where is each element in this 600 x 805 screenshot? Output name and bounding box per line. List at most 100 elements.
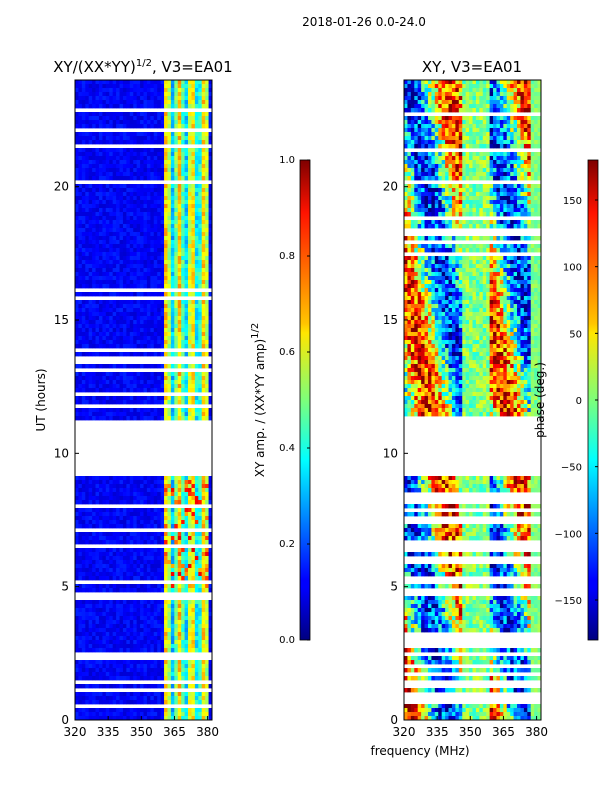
heat-cell	[147, 480, 151, 484]
heat-cell	[157, 264, 161, 268]
heat-cell	[157, 320, 161, 324]
heat-cell	[195, 96, 199, 100]
heat-cell	[113, 116, 117, 120]
heat-cell	[174, 204, 178, 208]
heat-cell	[178, 400, 182, 404]
heat-cell	[96, 648, 100, 652]
heat-cell	[99, 120, 103, 124]
heat-cell	[178, 644, 182, 648]
heat-cell	[75, 292, 79, 296]
heat-cell	[147, 620, 151, 624]
heat-cell	[123, 412, 127, 416]
heat-cell	[161, 104, 165, 108]
heat-cell	[198, 212, 202, 216]
heat-cell	[157, 336, 161, 340]
heat-cell	[198, 252, 202, 256]
heat-cell	[85, 96, 89, 100]
heat-cell	[89, 272, 93, 276]
heat-cell	[195, 284, 199, 288]
heat-cell	[150, 252, 154, 256]
heat-cell	[161, 496, 165, 500]
heat-cell	[181, 276, 185, 280]
heat-cell	[99, 576, 103, 580]
heat-cell	[154, 252, 158, 256]
heat-cell	[106, 676, 110, 680]
heat-cell	[181, 100, 185, 104]
heat-cell	[178, 672, 182, 676]
heat-cell	[102, 344, 106, 348]
heat-cell	[185, 244, 189, 248]
heat-cell	[157, 628, 161, 632]
heat-cell	[178, 252, 182, 256]
heat-cell	[89, 240, 93, 244]
heat-cell	[89, 492, 93, 496]
heat-cell	[171, 380, 175, 384]
heat-cell	[116, 672, 120, 676]
heat-cell	[174, 132, 178, 136]
heat-cell	[123, 88, 127, 92]
heat-cell	[133, 412, 137, 416]
heat-cell	[123, 160, 127, 164]
heat-cell	[99, 340, 103, 344]
heat-cell	[106, 84, 110, 88]
heat-cell	[133, 204, 137, 208]
heat-cell	[202, 660, 206, 664]
heat-cell	[78, 152, 82, 156]
heat-cell	[126, 200, 130, 204]
heat-cell	[106, 480, 110, 484]
heat-cell	[161, 676, 165, 680]
heat-cell	[133, 524, 137, 528]
heat-cell	[191, 224, 195, 228]
heat-cell	[120, 84, 124, 88]
heat-cell	[109, 248, 113, 252]
heat-cell	[116, 644, 120, 648]
heat-cell	[191, 216, 195, 220]
heat-cell	[109, 268, 113, 272]
heat-cell	[147, 204, 151, 208]
heat-cell	[109, 372, 113, 376]
heat-cell	[154, 316, 158, 320]
heat-cell	[493, 80, 497, 84]
heat-cell	[164, 248, 168, 252]
heat-cell	[137, 216, 141, 220]
heat-cell	[120, 496, 124, 500]
heat-cell	[130, 152, 134, 156]
heat-cell	[171, 548, 175, 552]
heat-cell	[123, 376, 127, 380]
heat-cell	[120, 336, 124, 340]
heat-cell	[106, 660, 110, 664]
heat-cell	[133, 276, 137, 280]
heat-cell	[205, 512, 209, 516]
heat-cell	[137, 648, 141, 652]
heat-cell	[202, 412, 206, 416]
heat-cell	[164, 476, 168, 480]
heat-cell	[82, 192, 86, 196]
heat-cell	[78, 264, 82, 268]
heat-cell	[147, 520, 151, 524]
heat-cell	[205, 520, 209, 524]
heat-cell	[92, 588, 96, 592]
heat-cell	[191, 140, 195, 144]
heat-cell	[205, 588, 209, 592]
heat-cell	[113, 328, 117, 332]
heat-cell	[157, 328, 161, 332]
heat-cell	[99, 284, 103, 288]
heat-cell	[147, 512, 151, 516]
heat-cell	[174, 384, 178, 388]
heat-cell	[185, 492, 189, 496]
heat-cell	[191, 672, 195, 676]
heat-cell	[171, 488, 175, 492]
heat-cell	[144, 340, 148, 344]
heat-cell	[161, 508, 165, 512]
heat-cell	[113, 80, 117, 84]
heat-cell	[140, 476, 144, 480]
heat-cell	[171, 88, 175, 92]
heat-cell	[161, 272, 165, 276]
heat-cell	[205, 196, 209, 200]
heat-cell	[171, 208, 175, 212]
heat-cell	[99, 92, 103, 96]
heat-cell	[147, 344, 151, 348]
heat-cell	[205, 388, 209, 392]
heat-cell	[140, 164, 144, 168]
heat-cell	[198, 176, 202, 180]
